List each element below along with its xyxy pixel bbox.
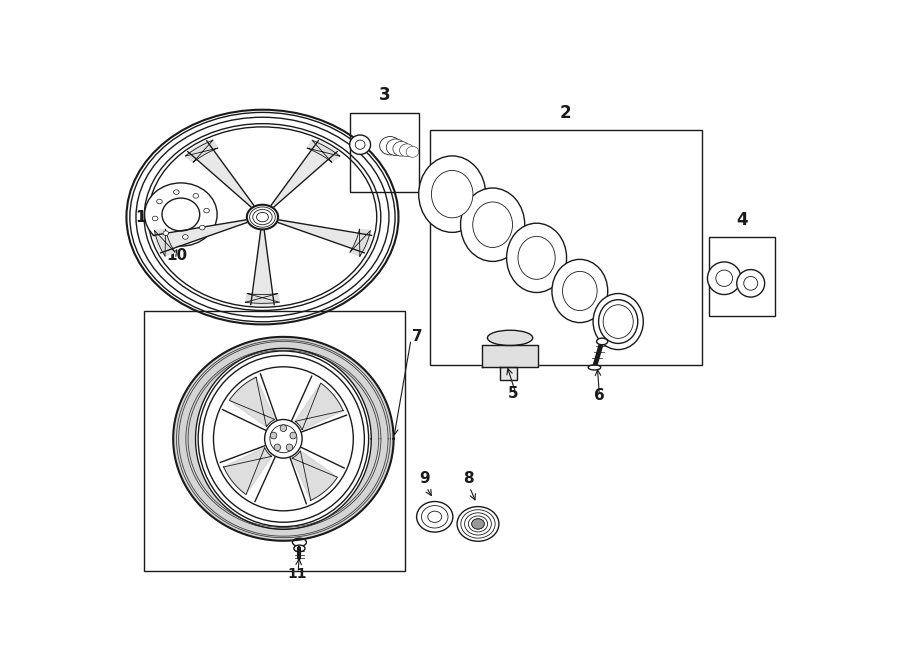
Ellipse shape [157, 199, 162, 204]
Polygon shape [230, 377, 274, 427]
Text: 9: 9 [419, 471, 430, 486]
Ellipse shape [472, 519, 484, 529]
Text: 8: 8 [463, 471, 473, 486]
Polygon shape [278, 220, 371, 252]
Polygon shape [272, 142, 336, 207]
Ellipse shape [356, 140, 365, 149]
Text: 7: 7 [412, 330, 423, 344]
Ellipse shape [198, 351, 369, 526]
Ellipse shape [174, 190, 179, 195]
Polygon shape [190, 142, 254, 207]
Ellipse shape [737, 269, 765, 297]
Polygon shape [154, 220, 247, 252]
Ellipse shape [274, 444, 281, 451]
Ellipse shape [461, 188, 525, 261]
Polygon shape [292, 451, 338, 500]
Bar [144, 311, 405, 571]
Ellipse shape [203, 209, 210, 213]
Ellipse shape [603, 305, 634, 338]
Polygon shape [295, 383, 343, 430]
Ellipse shape [247, 205, 278, 230]
Ellipse shape [597, 338, 608, 345]
Text: 3: 3 [379, 86, 391, 104]
Polygon shape [253, 230, 272, 305]
Bar [709, 238, 775, 316]
Ellipse shape [280, 425, 287, 432]
Ellipse shape [468, 516, 488, 532]
Ellipse shape [290, 432, 296, 439]
Ellipse shape [472, 519, 484, 529]
Ellipse shape [421, 506, 448, 528]
Ellipse shape [126, 110, 399, 324]
Text: 11: 11 [288, 567, 307, 581]
Polygon shape [500, 367, 517, 380]
Ellipse shape [507, 223, 567, 293]
Bar [430, 130, 702, 365]
Ellipse shape [163, 231, 168, 236]
Ellipse shape [464, 513, 491, 535]
Ellipse shape [716, 270, 733, 287]
Ellipse shape [707, 262, 741, 295]
Ellipse shape [457, 506, 499, 542]
Ellipse shape [611, 314, 625, 330]
Polygon shape [185, 140, 218, 162]
Ellipse shape [270, 432, 277, 439]
Ellipse shape [183, 234, 188, 239]
Polygon shape [223, 448, 272, 495]
Ellipse shape [406, 146, 419, 158]
Text: 6: 6 [594, 387, 605, 402]
Ellipse shape [428, 511, 442, 522]
Ellipse shape [472, 202, 512, 248]
Ellipse shape [292, 538, 306, 546]
Ellipse shape [200, 225, 205, 230]
Text: 10: 10 [166, 248, 187, 263]
Ellipse shape [145, 183, 217, 246]
Ellipse shape [349, 135, 371, 154]
Ellipse shape [562, 271, 597, 310]
Ellipse shape [488, 330, 533, 346]
Polygon shape [246, 293, 280, 303]
Ellipse shape [589, 365, 601, 370]
Text: 2: 2 [560, 104, 572, 122]
Ellipse shape [293, 545, 305, 551]
Ellipse shape [431, 170, 472, 218]
Ellipse shape [552, 260, 608, 322]
Ellipse shape [380, 136, 400, 155]
Ellipse shape [393, 142, 410, 156]
Bar [349, 113, 419, 191]
Ellipse shape [286, 444, 292, 451]
Text: 4: 4 [736, 211, 748, 228]
Polygon shape [173, 337, 393, 541]
Ellipse shape [265, 420, 302, 458]
Ellipse shape [400, 144, 414, 157]
Text: 1: 1 [135, 210, 146, 224]
Ellipse shape [598, 300, 638, 344]
Ellipse shape [743, 277, 758, 290]
Polygon shape [482, 344, 538, 367]
Polygon shape [195, 348, 372, 530]
Ellipse shape [461, 510, 495, 538]
Ellipse shape [593, 293, 644, 350]
Ellipse shape [418, 156, 486, 232]
Polygon shape [307, 140, 339, 162]
Ellipse shape [608, 309, 629, 334]
Text: 5: 5 [508, 386, 519, 401]
Ellipse shape [518, 236, 555, 279]
Ellipse shape [193, 193, 199, 198]
Ellipse shape [417, 502, 453, 532]
Ellipse shape [386, 139, 405, 156]
Polygon shape [155, 229, 175, 256]
Ellipse shape [162, 198, 200, 231]
Polygon shape [350, 229, 371, 256]
Ellipse shape [152, 216, 158, 220]
